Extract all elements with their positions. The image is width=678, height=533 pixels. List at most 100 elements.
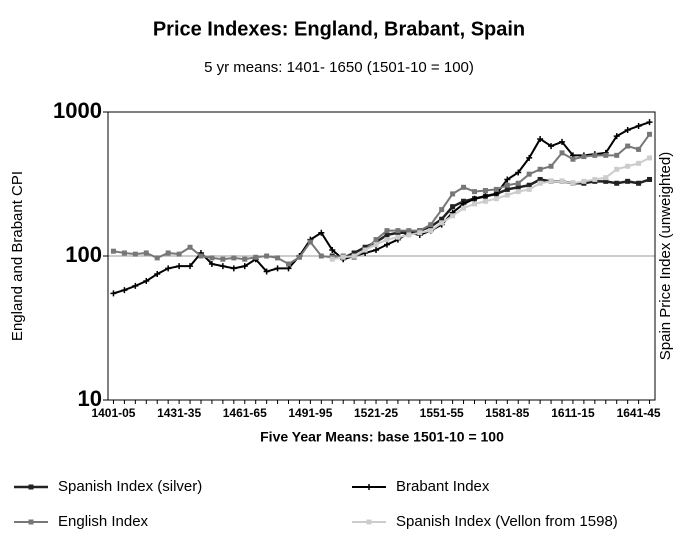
point [493, 196, 499, 202]
point [613, 133, 620, 140]
point [482, 198, 488, 204]
series-line [332, 178, 650, 260]
point [198, 253, 204, 259]
point [581, 178, 587, 184]
point [274, 265, 281, 272]
chart-subtitle: 5 yr means: 1401- 1650 (1501-10 = 100) [204, 59, 474, 76]
point [636, 160, 642, 166]
x-tick-label: 1491-95 [288, 406, 332, 420]
point [635, 122, 642, 129]
point [592, 152, 598, 158]
point [526, 154, 533, 161]
series-line [113, 121, 650, 295]
point [537, 176, 543, 182]
point [559, 150, 565, 156]
point [526, 182, 532, 188]
point [373, 242, 379, 248]
x-tick-label: 1521-25 [354, 406, 398, 420]
y-tick-label: 1000 [53, 98, 102, 123]
point [461, 184, 467, 190]
point [548, 178, 554, 184]
point [165, 250, 171, 256]
point [121, 287, 128, 294]
legend-marker [366, 519, 372, 525]
point [219, 263, 226, 270]
point [625, 163, 631, 169]
point [493, 186, 499, 192]
x-tick-label: 1431-35 [157, 406, 201, 420]
x-tick-label: 1401-05 [91, 406, 135, 420]
point [384, 232, 390, 238]
point [461, 205, 467, 211]
point [570, 180, 576, 186]
point [383, 241, 390, 248]
point [428, 228, 434, 234]
point [296, 254, 302, 260]
point [482, 188, 488, 194]
point [450, 204, 456, 210]
point [625, 143, 631, 149]
point [208, 260, 215, 267]
x-tick-label: 1551-55 [420, 406, 464, 420]
point [340, 254, 346, 260]
point [286, 261, 292, 267]
point [176, 251, 182, 257]
point [603, 178, 609, 184]
point [275, 255, 281, 261]
point [395, 228, 401, 234]
point [537, 166, 543, 172]
point [242, 256, 248, 262]
point [329, 247, 336, 254]
point [209, 255, 215, 261]
point [384, 237, 390, 243]
point [592, 176, 598, 182]
point [647, 155, 653, 161]
point [614, 152, 620, 158]
series-line [332, 157, 650, 261]
legend-label: Spanish Index (silver) [58, 478, 202, 495]
point [581, 154, 587, 160]
point [406, 232, 412, 238]
legend-label: English Index [58, 513, 149, 530]
point [450, 213, 456, 219]
chart-title: Price Indexes: England, Brabant, Spain [153, 18, 525, 40]
point [636, 180, 642, 186]
point [614, 166, 620, 172]
point [187, 263, 194, 270]
point [548, 163, 554, 169]
point [253, 254, 259, 260]
x-tick-label: 1581-85 [485, 406, 529, 420]
point [154, 270, 161, 277]
x-tick-label: 1611-15 [551, 406, 595, 420]
point [439, 207, 445, 213]
point [187, 244, 193, 250]
legend-marker [28, 519, 34, 525]
point [515, 180, 521, 186]
point [625, 178, 631, 184]
point [647, 176, 653, 182]
point [263, 268, 270, 275]
point [537, 135, 544, 142]
point [504, 182, 510, 188]
point [362, 247, 368, 253]
point [548, 143, 555, 150]
point [439, 220, 445, 226]
point [559, 138, 566, 145]
point [636, 146, 642, 152]
point [570, 156, 576, 162]
point [471, 195, 478, 202]
point [231, 255, 237, 261]
point [241, 263, 248, 270]
point [121, 250, 127, 256]
x-axis-label: Five Year Means: base 1501-10 = 100 [260, 429, 504, 445]
point [318, 253, 324, 259]
point [515, 189, 521, 195]
point [624, 126, 631, 133]
point [143, 250, 149, 256]
point [515, 184, 521, 190]
point [646, 119, 653, 126]
point [603, 175, 609, 181]
point [417, 230, 423, 236]
point [471, 201, 477, 207]
point [351, 250, 357, 256]
